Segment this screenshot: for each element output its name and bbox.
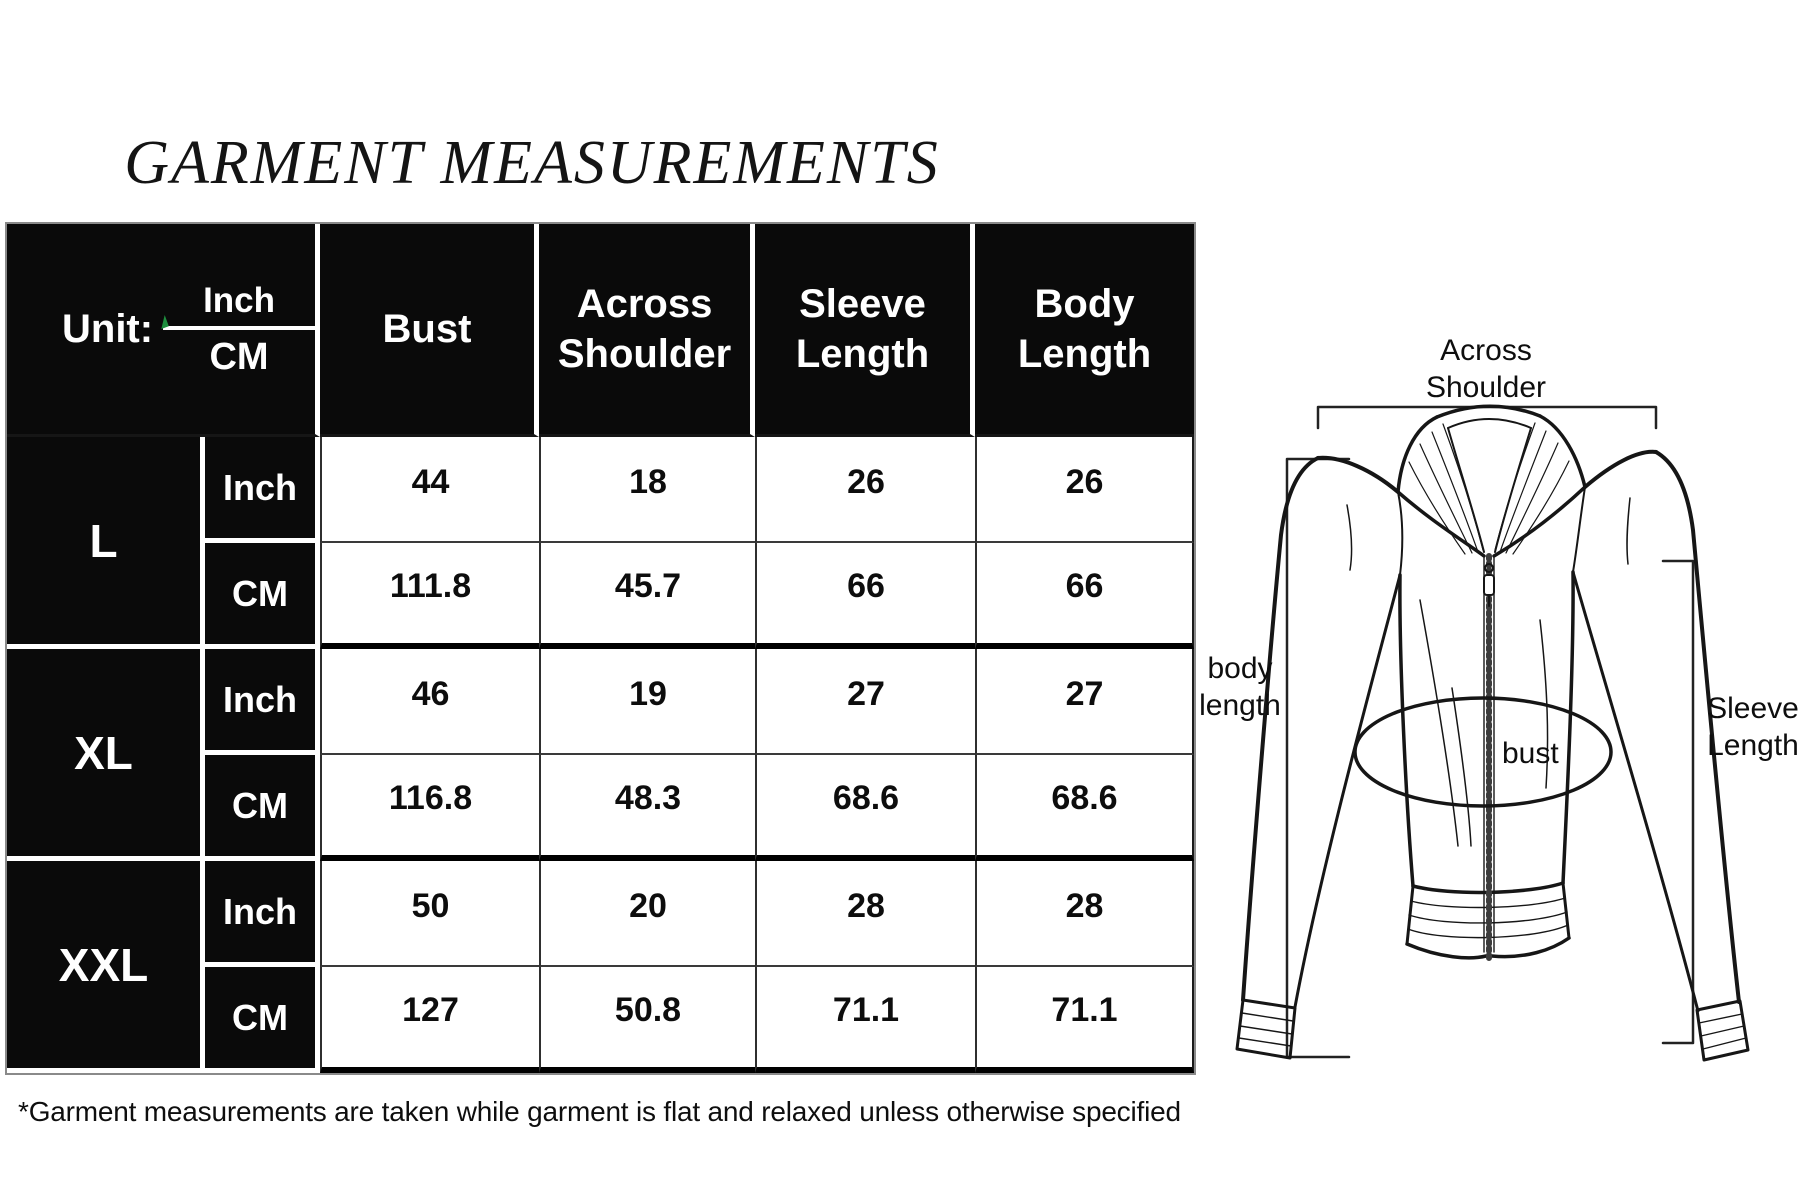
measurement-value: 26 xyxy=(755,437,975,543)
table-row: L Inch 44 18 26 26 xyxy=(7,437,1194,649)
row-unit-cm: CM xyxy=(205,543,320,649)
measurement-value: 66 xyxy=(755,543,975,649)
measurement-value: 46 xyxy=(320,649,539,755)
row-unit-inch: Inch xyxy=(205,861,320,967)
measurement-value: 28 xyxy=(975,861,1194,967)
measurement-value: 44 xyxy=(320,437,539,543)
measurement-value: 20 xyxy=(539,861,755,967)
measurement-value: 68.6 xyxy=(755,755,975,861)
measurement-value: 68.6 xyxy=(975,755,1194,861)
table-header-row: Unit: Inch CM Bust Across Shoulder Sleev… xyxy=(7,224,1194,437)
measurement-value: 71.1 xyxy=(755,967,975,1073)
unit-inch-label: Inch xyxy=(163,281,315,330)
column-header-body-length: Body Length xyxy=(975,224,1194,437)
table-row: CM 116.8 48.3 68.6 68.6 xyxy=(7,755,1194,861)
column-header-sleeve-length: Sleeve Length xyxy=(755,224,975,437)
bust-ellipse xyxy=(1353,696,1613,808)
unit-fraction: Inch CM xyxy=(157,281,315,378)
zipper xyxy=(1483,553,1495,961)
table-row: CM 127 50.8 71.1 71.1 xyxy=(7,967,1194,1073)
measurement-value: 111.8 xyxy=(320,543,539,649)
unit-cm-label: CM xyxy=(209,335,269,378)
sleeve-length-bracket xyxy=(1661,559,1695,1045)
unit-header-cell: Unit: Inch CM xyxy=(7,224,320,437)
measurement-value: 48.3 xyxy=(539,755,755,861)
measurement-value: 19 xyxy=(539,649,755,755)
measurement-value: 18 xyxy=(539,437,755,543)
column-header-bust: Bust xyxy=(320,224,539,437)
table-row: XL Inch 46 19 27 27 xyxy=(7,649,1194,861)
row-unit-inch: Inch xyxy=(205,649,320,755)
measurement-value: 45.7 xyxy=(539,543,755,649)
row-unit-inch: Inch xyxy=(205,437,320,543)
measurement-value: 27 xyxy=(975,649,1194,755)
measurement-value: 66 xyxy=(975,543,1194,649)
row-unit-cm: CM xyxy=(205,967,320,1073)
right-cuff xyxy=(1695,999,1750,1062)
unit-label: Unit: xyxy=(62,307,154,351)
column-header-across-shoulder: Across Shoulder xyxy=(539,224,755,437)
measurement-value: 116.8 xyxy=(320,755,539,861)
size-label-xl: XL xyxy=(7,649,205,861)
size-chart-table: Unit: Inch CM Bust Across Shoulder Sleev… xyxy=(5,222,1196,1075)
table-row: XXL Inch 50 20 28 28 xyxy=(7,861,1194,1073)
table-row: CM 111.8 45.7 66 66 xyxy=(7,543,1194,649)
across-shoulder-bracket xyxy=(1316,405,1658,430)
left-cuff xyxy=(1235,998,1297,1060)
footnote: *Garment measurements are taken while ga… xyxy=(18,1096,1181,1127)
row-unit-cm: CM xyxy=(205,755,320,861)
measurement-value: 127 xyxy=(320,967,539,1073)
sleeve-length-label: Sleeve Length xyxy=(1707,692,1799,762)
measurement-value: 50.8 xyxy=(539,967,755,1073)
measurement-value: 50 xyxy=(320,861,539,967)
measurement-value: 71.1 xyxy=(975,967,1194,1073)
collar xyxy=(1396,404,1587,558)
across-shoulder-label: Across Shoulder xyxy=(1425,334,1547,404)
size-label-l: L xyxy=(7,437,205,649)
page-title: GARMENT MEASUREMENTS xyxy=(124,129,940,197)
measurement-value: 28 xyxy=(755,861,975,967)
size-label-xxl: XXL xyxy=(7,861,205,1073)
measurement-value: 26 xyxy=(975,437,1194,543)
garment-diagram xyxy=(1235,404,1750,1062)
body-length-label: body length xyxy=(1199,652,1281,722)
measurement-value: 27 xyxy=(755,649,975,755)
bust-label: bust xyxy=(1502,737,1559,770)
body-length-bracket xyxy=(1285,457,1351,1059)
